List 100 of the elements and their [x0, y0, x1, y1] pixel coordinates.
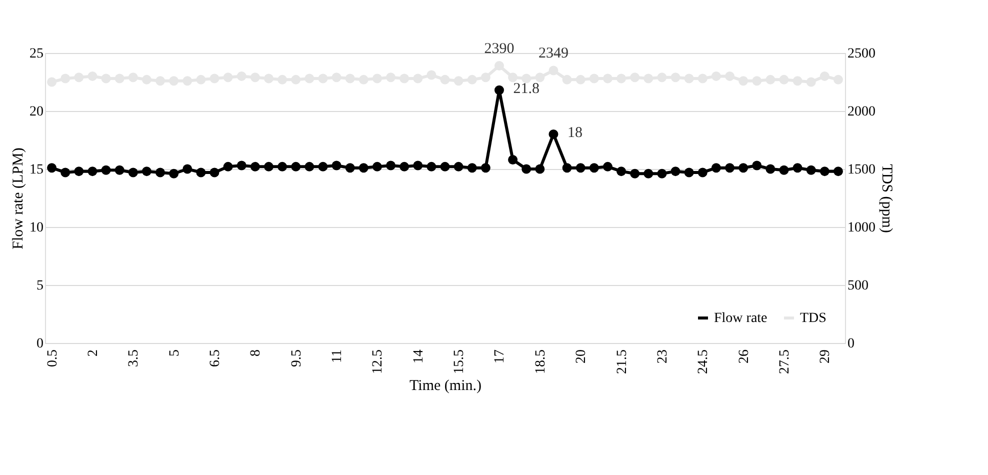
point: [602, 74, 612, 84]
point: [698, 168, 708, 178]
point: [440, 74, 450, 84]
point: [426, 162, 436, 172]
point: [250, 72, 260, 82]
x-tick-label: 5: [167, 350, 182, 356]
data-label: 18: [567, 125, 582, 142]
point: [738, 76, 748, 86]
point: [318, 74, 328, 84]
y2-tick-label: 1500: [848, 162, 876, 178]
point: [522, 74, 532, 84]
point: [345, 74, 355, 84]
point: [766, 74, 776, 84]
y-tick-label: 0: [36, 336, 44, 352]
x-tick-label: 6.5: [208, 350, 223, 367]
data-label: 2349: [538, 46, 568, 62]
point: [454, 76, 464, 86]
data-label: 21.8: [513, 81, 540, 98]
point: [725, 71, 734, 81]
x-tick-label: 17: [492, 350, 508, 364]
point: [494, 61, 504, 70]
y2-tick-label: 1000: [848, 220, 876, 236]
point: [182, 76, 192, 86]
point: [467, 163, 477, 173]
point: [101, 74, 111, 84]
point: [562, 74, 572, 84]
x-tick-label: 15.5: [452, 350, 468, 374]
point: [278, 162, 288, 172]
point: [88, 71, 98, 81]
point: [236, 160, 246, 170]
point: [332, 160, 342, 170]
point: [386, 160, 396, 170]
point: [644, 168, 654, 178]
point: [806, 77, 816, 87]
point: [47, 163, 57, 173]
point: [413, 74, 423, 84]
point: [318, 162, 328, 172]
x-tick-label: 9.5: [289, 350, 304, 367]
legend-label: TDS: [800, 311, 826, 326]
x-tick-label: 26: [736, 350, 752, 364]
point: [602, 162, 612, 172]
point: [562, 163, 572, 173]
point: [589, 163, 599, 173]
point: [128, 72, 138, 82]
point: [250, 162, 260, 172]
point: [711, 163, 721, 173]
point: [806, 165, 816, 175]
point: [820, 71, 830, 81]
point: [548, 129, 558, 139]
point: [670, 72, 680, 82]
point: [142, 166, 152, 176]
point: [616, 166, 626, 176]
x-tick-label: 8: [248, 350, 264, 356]
point: [236, 71, 246, 81]
x-tick-label: 12.5: [370, 350, 386, 374]
point: [752, 160, 762, 170]
x-tick-label: 21.5: [614, 350, 630, 374]
point: [169, 76, 179, 86]
point: [670, 166, 680, 176]
x-tick-label: 3.5: [126, 350, 142, 367]
x-tick-label: 18.5: [533, 350, 548, 374]
y2-tick-label: 2000: [848, 104, 876, 120]
point: [60, 74, 70, 84]
point: [101, 165, 111, 175]
y-tick-label: 15: [30, 162, 44, 178]
legend-label: Flow rate: [714, 311, 768, 326]
y-tick-label: 5: [36, 278, 44, 294]
point: [535, 72, 545, 82]
x-tick-label: 14: [411, 350, 426, 364]
x-tick-label: 27.5: [777, 350, 792, 374]
x-tick-label: 0.5: [45, 350, 60, 367]
point: [657, 72, 667, 82]
point: [792, 163, 802, 173]
y-tick-label: 20: [30, 104, 44, 120]
x-tick-label: 29: [818, 350, 834, 364]
point: [657, 168, 667, 178]
point: [508, 72, 518, 82]
point: [766, 164, 776, 174]
point: [358, 74, 368, 84]
point: [332, 72, 342, 82]
point: [74, 166, 84, 176]
point: [480, 72, 490, 82]
point: [792, 76, 802, 86]
point: [467, 74, 477, 84]
x-tick-label: 2: [86, 350, 101, 356]
point: [210, 168, 220, 178]
point: [738, 163, 748, 173]
point: [304, 162, 314, 172]
data-label: 2390: [484, 40, 514, 57]
point: [548, 66, 558, 76]
y2-tick-label: 0: [848, 336, 854, 352]
point: [752, 76, 762, 86]
x-tick-label: 24.5: [696, 350, 712, 374]
point: [142, 74, 152, 84]
point: [684, 74, 694, 84]
point: [304, 74, 314, 84]
point: [616, 74, 626, 84]
y-axis-title: Flow rate (LPM): [10, 148, 26, 250]
point: [684, 168, 694, 178]
point: [400, 162, 410, 172]
